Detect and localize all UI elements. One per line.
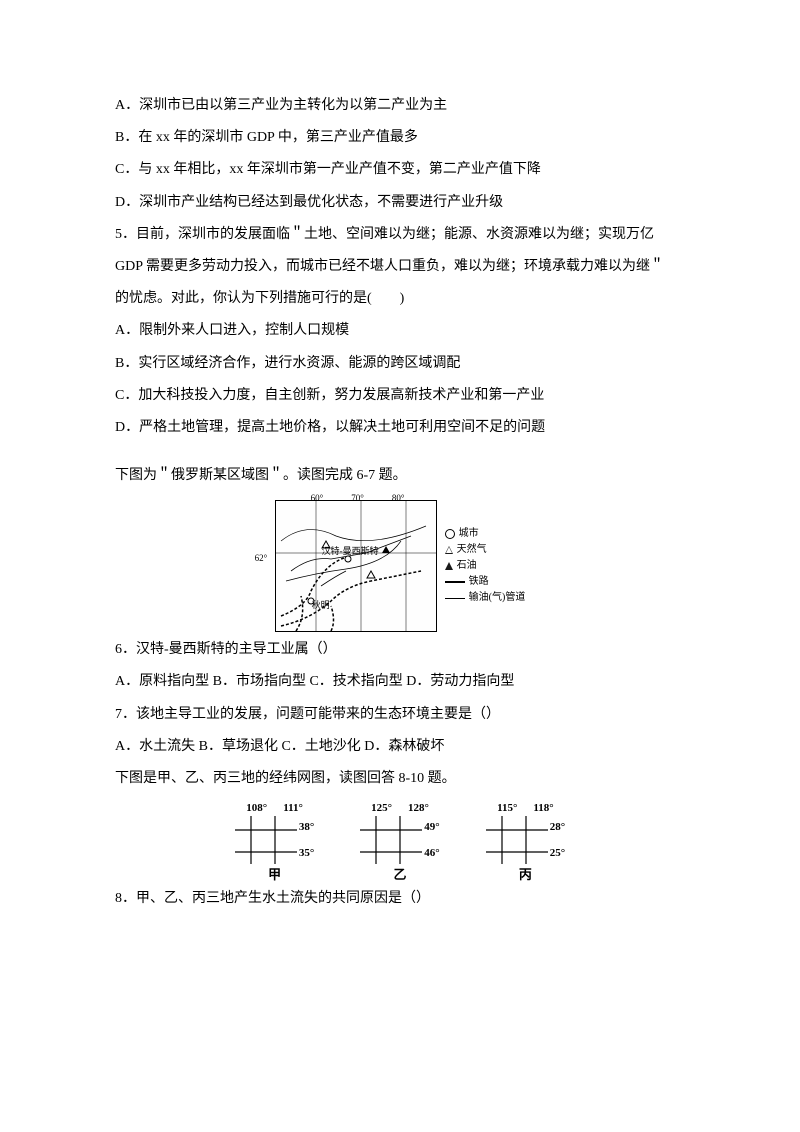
yi-lon-1: 128°: [408, 803, 429, 814]
map-legend: 城市 天然气 石油 铁路 输油(气)管道: [445, 526, 526, 606]
lat-62: 62°: [255, 548, 268, 569]
jia-lat-labels: 38° 35°: [297, 814, 314, 866]
q7-options: A．水土流失 B．草场退化 C．土地沙化 D．森林破坏: [115, 731, 685, 763]
russia-region-map: 60° 70° 80° 62°: [115, 500, 685, 632]
triangle-open-icon: [445, 546, 453, 554]
legend-oil-label: 石油: [457, 558, 477, 574]
q7-stem: 7．该地主导工业的发展，问题可能带来的生态环境主要是（）: [115, 699, 685, 731]
q4-option-c: C．与 xx 年相比，xx 年深圳市第一产业产值不变，第二产业产值下降: [115, 154, 685, 186]
jia-lat-1: 35°: [299, 848, 314, 859]
q6-stem: 6．汉特-曼西斯特的主导工业属（）: [115, 634, 685, 666]
yi-lat-1: 46°: [424, 848, 439, 859]
legend-gas: 天然气: [445, 542, 526, 558]
grid-bing: 115° 118° 28° 25° 丙: [486, 803, 565, 881]
q5-option-c: C．加大科技投入力度，自主创新，努力发展高新技术产业和第一产业: [115, 380, 685, 412]
grid-intro: 下图是甲、乙、丙三地的经纬网图，读图回答 8-10 题。: [115, 763, 685, 795]
legend-pipe: 输油(气)管道: [445, 590, 526, 606]
jia-lon-labels: 108° 111°: [246, 803, 303, 814]
pipe-icon: [445, 598, 465, 599]
bing-lon-labels: 115° 118°: [497, 803, 554, 814]
q5-option-a: A．限制外来人口进入，控制人口规模: [115, 315, 685, 347]
circle-icon: [445, 529, 455, 539]
jia-lon-0: 108°: [246, 803, 267, 814]
triangle-solid-icon: [445, 562, 453, 570]
yi-lat-0: 49°: [424, 822, 439, 833]
q5-option-d: D．严格土地管理，提高土地价格，以解决土地可利用空间不足的问题: [115, 412, 685, 444]
q8-stem: 8．甲、乙、丙三地产生水土流失的共同原因是（）: [115, 883, 685, 915]
q5-stem-line1: 5．目前，深圳市的发展面临＂土地、空间难以为继；能源、水资源难以为继；实现万亿: [115, 219, 685, 251]
q4-option-d: D．深圳市产业结构已经达到最优化状态，不需要进行产业升级: [115, 187, 685, 219]
jia-lat-0: 38°: [299, 822, 314, 833]
map-svg: [276, 501, 436, 631]
q5-stem-line3: 的忧虑。对此，你认为下列措施可行的是( ): [115, 283, 685, 315]
yi-lon-0: 125°: [371, 803, 392, 814]
bing-lat-labels: 28° 25°: [548, 814, 565, 866]
spacer: [115, 444, 685, 460]
map-container: 60° 70° 80° 62°: [275, 500, 437, 632]
legend-city: 城市: [445, 526, 526, 542]
q6-options: A．原料指向型 B．市场指向型 C．技术指向型 D．劳动力指向型: [115, 666, 685, 698]
bing-grid-svg: [486, 816, 548, 864]
rail-icon: [445, 581, 465, 583]
q4-option-b: B．在 xx 年的深圳市 GDP 中，第三产业产值最多: [115, 122, 685, 154]
yi-name: 乙: [393, 868, 406, 881]
legend-gas-label: 天然气: [457, 542, 487, 558]
legend-oil: 石油: [445, 558, 526, 574]
q5-option-b: B．实行区域经济合作，进行水资源、能源的跨区域调配: [115, 348, 685, 380]
legend-rail: 铁路: [445, 574, 526, 590]
bing-lon-0: 115°: [497, 803, 517, 814]
q4-option-a: A．深圳市已由以第三产业为主转化为以第二产业为主: [115, 90, 685, 122]
jia-lon-1: 111°: [283, 803, 303, 814]
bing-name: 丙: [519, 868, 532, 881]
bing-lat-1: 25°: [550, 848, 565, 859]
q5-stem-line2: GDP 需要更多劳动力投入，而城市已经不堪人口重负，难以为继；环境承载力难以为继…: [115, 251, 685, 283]
map-box: 汉特-曼西斯特 秋明: [275, 500, 437, 632]
legend-city-label: 城市: [459, 526, 479, 542]
grid-yi: 125° 128° 49° 46° 乙: [360, 803, 439, 881]
city-hante-label: 汉特-曼西斯特: [322, 547, 379, 556]
yi-lat-labels: 49° 46°: [422, 814, 439, 866]
yi-grid-svg: [360, 816, 422, 864]
grid-jia: 108° 111° 38° 35° 甲: [235, 803, 314, 881]
legend-rail-label: 铁路: [469, 574, 489, 590]
legend-pipe-label: 输油(气)管道: [469, 590, 526, 606]
jia-grid-svg: [235, 816, 297, 864]
bing-lat-0: 28°: [550, 822, 565, 833]
city-qiuming-label: 秋明: [312, 601, 330, 610]
exam-page: A．深圳市已由以第三产业为主转化为以第二产业为主 B．在 xx 年的深圳市 GD…: [0, 0, 800, 1132]
bing-lon-1: 118°: [533, 803, 553, 814]
lat-lon-grids: 108° 111° 38° 35° 甲 125° 128°: [115, 803, 685, 881]
yi-lon-labels: 125° 128°: [371, 803, 429, 814]
jia-name: 甲: [268, 868, 281, 881]
